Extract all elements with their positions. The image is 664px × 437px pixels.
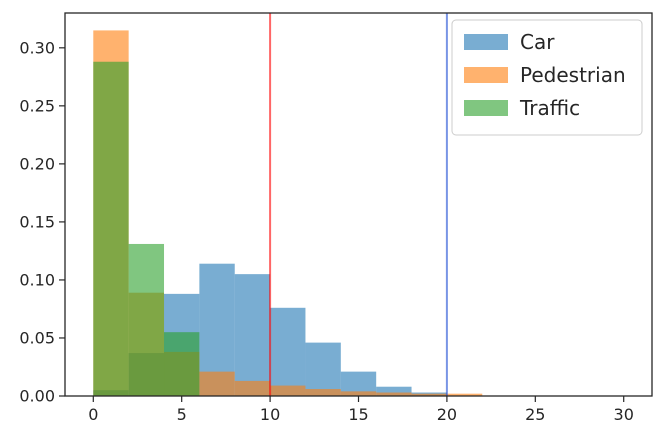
legend: Car Pedestrian Traffic xyxy=(451,19,643,136)
y-tick-label: 0.10 xyxy=(19,270,55,289)
y-tick-label: 0.25 xyxy=(19,96,55,115)
bar-pedestrian-3 xyxy=(199,371,235,396)
reference-lines xyxy=(269,13,448,396)
x-tick-label: 30 xyxy=(614,405,634,424)
y-tick-label: 0.15 xyxy=(19,212,55,231)
bar-traffic-1 xyxy=(128,243,165,396)
bars-layer xyxy=(93,30,483,397)
axes: 0 5 10 15 20 25 30 0.00 0.05 0.10 0.15 0.20 0.25 0.30 xyxy=(19,12,653,424)
bar-traffic-0 xyxy=(93,61,129,396)
y-tick-label: 0.30 xyxy=(19,38,55,57)
legend-label-pedestrian: Pedestrian xyxy=(520,63,626,87)
legend-label-traffic: Traffic xyxy=(519,96,580,120)
bar-car-5 xyxy=(270,307,306,396)
x-tick-label: 25 xyxy=(525,405,545,424)
bar-pedestrian-8 xyxy=(376,392,412,396)
bar-pedestrian-9 xyxy=(411,393,447,396)
bar-car-6 xyxy=(305,342,341,396)
bar-car-8 xyxy=(376,386,412,396)
bar-car-4 xyxy=(234,274,271,396)
legend-swatch-car xyxy=(464,34,508,50)
legend-swatch-traffic xyxy=(464,100,508,116)
x-tick-label: 20 xyxy=(437,405,457,424)
legend-swatch-pedestrian xyxy=(464,67,508,83)
x-tick-label: 15 xyxy=(348,405,368,424)
x-tick-label: 10 xyxy=(260,405,280,424)
bar-pedestrian-5 xyxy=(270,385,306,396)
y-tick-label: 0.00 xyxy=(19,387,55,406)
x-tick-label: 0 xyxy=(88,405,98,424)
x-tick-label: 5 xyxy=(177,405,187,424)
bar-pedestrian-6 xyxy=(305,389,341,396)
legend-label-car: Car xyxy=(520,30,555,54)
y-tick-label: 0.05 xyxy=(19,328,55,347)
bar-pedestrian-7 xyxy=(340,391,377,396)
y-tick-label: 0.20 xyxy=(19,154,55,173)
bar-pedestrian-4 xyxy=(234,380,271,396)
series-traffic xyxy=(93,61,200,396)
bar-traffic-2 xyxy=(164,332,200,396)
bar-pedestrian-10 xyxy=(446,393,483,396)
